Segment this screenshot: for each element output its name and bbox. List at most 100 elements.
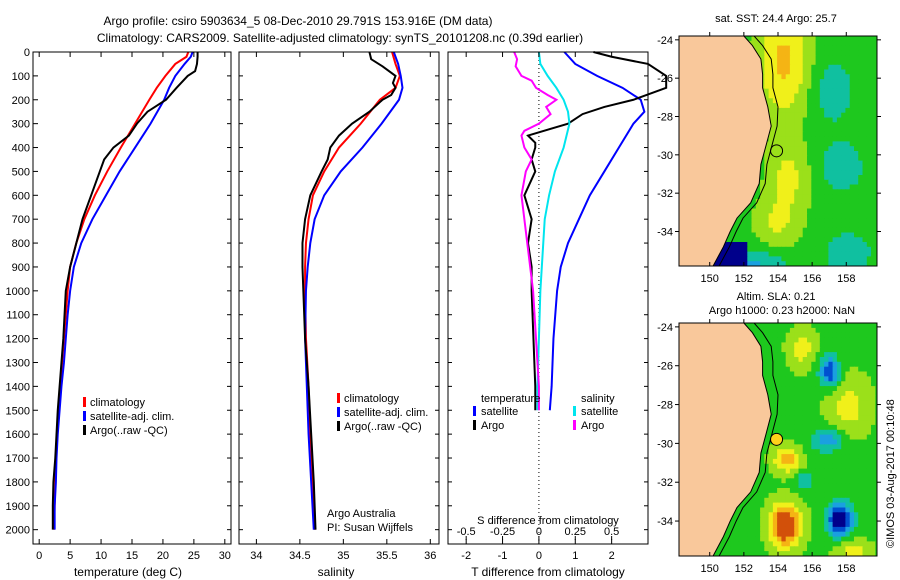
map-cell bbox=[841, 136, 847, 142]
map-cell bbox=[819, 327, 825, 334]
map-cell bbox=[854, 352, 859, 358]
map-cell bbox=[858, 458, 864, 465]
map-cell bbox=[772, 546, 778, 552]
map-cell bbox=[832, 198, 838, 205]
map-cell bbox=[849, 69, 855, 75]
map-cell bbox=[734, 218, 740, 224]
map-cell bbox=[802, 512, 808, 518]
map-cell bbox=[811, 541, 817, 547]
map-cell bbox=[772, 454, 778, 460]
map-cell bbox=[794, 526, 800, 533]
map-cell bbox=[832, 381, 838, 387]
map-cell bbox=[807, 232, 812, 238]
map-cell bbox=[866, 98, 872, 104]
map-cell bbox=[832, 146, 838, 152]
map-cell bbox=[768, 131, 774, 138]
map-cell bbox=[866, 222, 872, 229]
map-cell bbox=[785, 64, 791, 71]
map-cell bbox=[841, 88, 847, 95]
map-cell bbox=[781, 213, 787, 219]
map-cell bbox=[772, 189, 778, 195]
map-cell bbox=[811, 458, 817, 465]
x-tick-label: 34 bbox=[250, 550, 262, 562]
map-cell bbox=[794, 458, 800, 465]
map-cell bbox=[828, 483, 834, 489]
map-cell bbox=[798, 522, 804, 528]
map-cell bbox=[738, 251, 744, 257]
map-cell bbox=[777, 420, 782, 426]
map-cell bbox=[871, 488, 876, 494]
map-cell bbox=[871, 198, 876, 205]
map-cell bbox=[875, 165, 877, 171]
map-cell bbox=[854, 175, 859, 181]
map-cell bbox=[768, 424, 774, 431]
map-cell bbox=[849, 151, 855, 157]
map-cell bbox=[777, 160, 782, 166]
map-cell bbox=[772, 400, 778, 407]
map-cell bbox=[871, 218, 876, 224]
map-cell bbox=[807, 454, 812, 460]
map-cell bbox=[764, 83, 770, 90]
map-cell bbox=[849, 410, 855, 416]
map-cell bbox=[798, 551, 804, 556]
map-cell bbox=[747, 512, 753, 518]
map-cell bbox=[798, 136, 804, 142]
map-cell bbox=[802, 468, 808, 475]
map-cell bbox=[777, 83, 782, 90]
map-cell bbox=[841, 497, 847, 504]
map-cell bbox=[828, 74, 834, 80]
map-cell bbox=[845, 473, 851, 479]
map-cell bbox=[875, 522, 877, 528]
map-cell bbox=[764, 478, 770, 484]
map-cell bbox=[815, 473, 821, 479]
map-cell bbox=[738, 536, 744, 543]
map-cell bbox=[854, 546, 859, 552]
map-cell bbox=[777, 376, 782, 382]
map-cell bbox=[871, 546, 876, 552]
map-cell bbox=[811, 256, 817, 262]
map-cell bbox=[836, 146, 842, 152]
map-cell bbox=[772, 227, 778, 234]
map-cell bbox=[811, 405, 817, 411]
map-cell bbox=[871, 93, 876, 99]
map-cell bbox=[802, 347, 808, 353]
map-cell bbox=[772, 98, 778, 104]
map-cell bbox=[862, 165, 868, 171]
map-cell bbox=[875, 55, 877, 61]
map-cell bbox=[841, 488, 847, 494]
map-cell bbox=[768, 165, 774, 171]
map-cell bbox=[802, 395, 808, 402]
map-cell bbox=[845, 74, 851, 80]
map-cell bbox=[828, 458, 834, 465]
map-cell bbox=[768, 337, 774, 344]
map-cell bbox=[781, 507, 787, 513]
map-cell bbox=[811, 165, 817, 171]
map-cell bbox=[802, 497, 808, 504]
map-cell bbox=[828, 386, 834, 392]
map-cell bbox=[794, 151, 800, 157]
map-cell bbox=[798, 160, 804, 166]
map-cell bbox=[725, 531, 731, 538]
map-cell bbox=[858, 512, 864, 518]
map-cell bbox=[794, 175, 800, 181]
legend-label-climatology: climatology bbox=[344, 393, 400, 405]
map-cell bbox=[807, 74, 812, 80]
map-cell bbox=[815, 237, 821, 243]
map-cell bbox=[824, 184, 829, 190]
map-cell bbox=[832, 483, 838, 489]
map-cell bbox=[824, 50, 829, 56]
map-cell bbox=[755, 227, 761, 234]
map-cell bbox=[781, 55, 787, 61]
map-cell bbox=[794, 117, 800, 123]
y-tick-label: 600 bbox=[12, 190, 30, 202]
map-cell bbox=[725, 541, 731, 547]
map-cell bbox=[854, 420, 859, 426]
map-cell bbox=[866, 36, 872, 42]
map-cell bbox=[841, 551, 847, 556]
map-cell bbox=[807, 40, 812, 47]
map-cell bbox=[747, 526, 753, 533]
map-cell bbox=[807, 256, 812, 262]
map-cell bbox=[781, 237, 787, 243]
map-cell bbox=[794, 366, 800, 373]
map-cell bbox=[760, 64, 765, 71]
